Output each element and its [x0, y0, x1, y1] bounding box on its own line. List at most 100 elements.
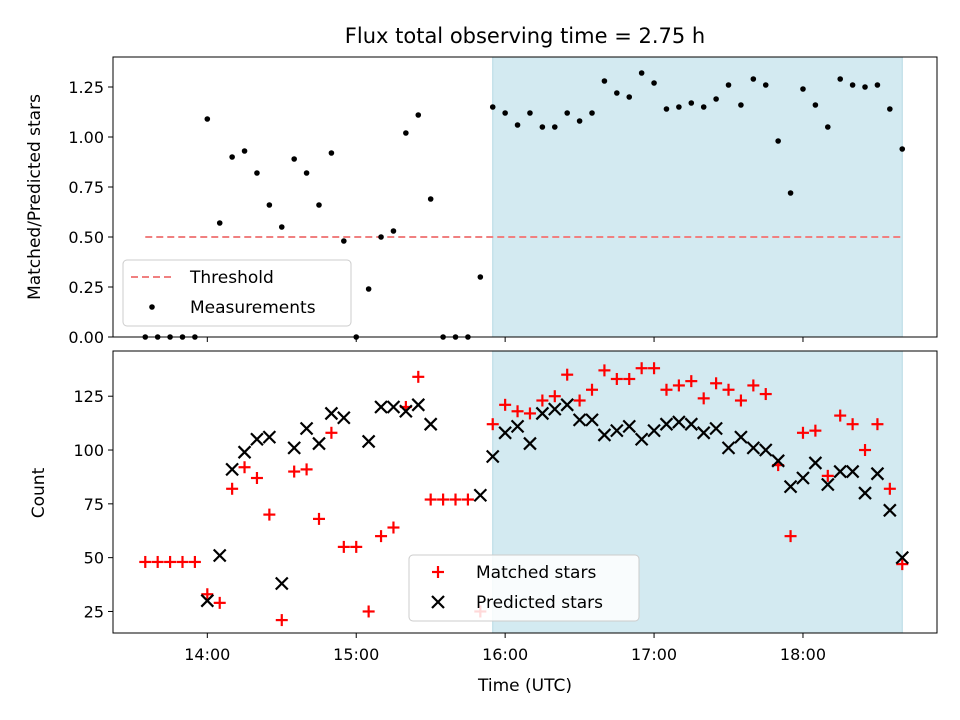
measurement-point [601, 78, 608, 84]
matched-stars-point [437, 493, 450, 506]
predicted-stars-point [883, 503, 897, 518]
predicted-stars-point [833, 464, 847, 479]
predicted-stars-point [274, 576, 289, 591]
predicted-stars-point [858, 486, 872, 500]
matched-stars-point [859, 444, 872, 457]
predicted-stars-point [548, 402, 562, 416]
bottom-panel-legend: Matched stars Predicted stars [408, 554, 640, 622]
y-tick-label: 1.25 [68, 78, 104, 97]
predicted-stars-point [237, 445, 252, 459]
bottom-panel-frame [112, 350, 938, 634]
y-tick-label: 125 [73, 387, 104, 406]
matched-stars-point [573, 394, 586, 407]
top-legend-box [122, 259, 352, 327]
x-tick-label: 18:00 [780, 645, 826, 664]
measurement-point [725, 82, 732, 88]
matched-stars-point [896, 558, 909, 571]
y-tick-label: 0.75 [68, 178, 104, 197]
predicted-stars-point [709, 421, 723, 436]
matched-stars-point [325, 426, 338, 439]
y-tick-label: 0.00 [68, 328, 104, 347]
measurement-point [812, 102, 819, 108]
measurement-point [216, 220, 223, 226]
measurement-point [676, 104, 682, 110]
matched-stars-point [610, 372, 623, 385]
bottom-panel-x-label: Time (UTC) [477, 676, 572, 696]
measurement-point [638, 70, 645, 76]
predicted-stars-point [324, 406, 339, 421]
bottom-legend-matched-label: Matched stars [476, 563, 596, 583]
top-panel: 0.00 0.25 0.50 0.75 1.00 1.25 Flux total obse… [25, 24, 938, 347]
top-panel-frame [112, 56, 938, 338]
predicted-stars-point [796, 471, 810, 485]
top-panel-y-label: Matched/Predicted stars [25, 94, 45, 300]
top-panel-title: Flux total observing time = 2.75 h [345, 24, 705, 48]
measurement-point [477, 274, 484, 280]
predicted-stars-point [758, 443, 773, 457]
matched-stars-point [784, 530, 797, 543]
matched-stars-point [449, 493, 462, 506]
predicted-stars-point [771, 454, 785, 468]
predicted-stars-point [312, 436, 326, 451]
matched-stars-point [350, 540, 363, 553]
predicted-stars-point [337, 410, 351, 425]
predicted-stars-point [659, 417, 674, 431]
measurement-point [390, 228, 397, 234]
matched-stars-point [139, 555, 152, 568]
x-tick-label: 15:00 [333, 645, 379, 664]
x-tick-label: 16:00 [482, 645, 528, 664]
predicted-stars-point [808, 456, 823, 470]
measurement-point [762, 82, 769, 88]
top-panel-x-ticks [206, 337, 804, 342]
measurement-point [700, 104, 707, 110]
matched-stars-point [809, 424, 822, 437]
matched-stars-point [722, 383, 735, 396]
matched-stars-point [648, 362, 661, 375]
measurement-point [713, 96, 719, 102]
measurement-point [291, 156, 297, 162]
matched-stars-point [834, 409, 847, 422]
matched-stars-point [226, 482, 239, 495]
measurement-point [204, 116, 211, 122]
measurement-point [254, 170, 260, 176]
matched-stars-point [263, 508, 276, 521]
matched-stars-point [288, 465, 301, 478]
x-tick-label: 17:00 [631, 645, 677, 664]
matched-stars-point [672, 379, 685, 392]
y-tick-label: 50 [84, 549, 104, 568]
measurement-point [415, 112, 422, 118]
predicted-stars-point [721, 441, 736, 455]
measurement-point [651, 80, 657, 86]
bottom-legend-predicted-label: Predicted stars [476, 593, 603, 613]
matched-stars-point [375, 530, 388, 543]
predicted-stars-point [585, 413, 599, 427]
matched-stars-point [201, 588, 214, 601]
predicted-stars-point [696, 426, 711, 440]
predicted-stars-point [386, 400, 401, 414]
measurement-point [403, 130, 409, 136]
measurement-point [824, 124, 831, 130]
predicted-stars-point [498, 426, 512, 440]
predicted-stars-point [560, 398, 574, 412]
top-panel-y-ticks: 0.00 0.25 0.50 0.75 1.00 1.25 [68, 78, 113, 347]
matched-stars-point [424, 493, 437, 506]
y-tick-label: 1.00 [68, 128, 104, 147]
measurement-point [849, 82, 856, 88]
measurement-point [663, 106, 670, 112]
matched-stars-point [387, 521, 400, 534]
measurement-point [589, 110, 595, 116]
predicted-stars-point [411, 398, 426, 412]
bottom-legend-predicted-swatch [431, 595, 445, 609]
measurement-point [564, 110, 570, 116]
matched-stars-point [362, 605, 375, 618]
predicted-stars-point [597, 428, 612, 442]
measurement-point [502, 110, 508, 116]
predicted-stars-point [200, 593, 215, 608]
matched-stars-point [561, 368, 574, 381]
predicted-stars-point [510, 419, 525, 434]
measurement-point [887, 106, 893, 112]
top-legend-measurements-label: Measurements [190, 298, 316, 318]
matched-stars-point [660, 383, 673, 396]
matched-stars-point [796, 426, 809, 439]
